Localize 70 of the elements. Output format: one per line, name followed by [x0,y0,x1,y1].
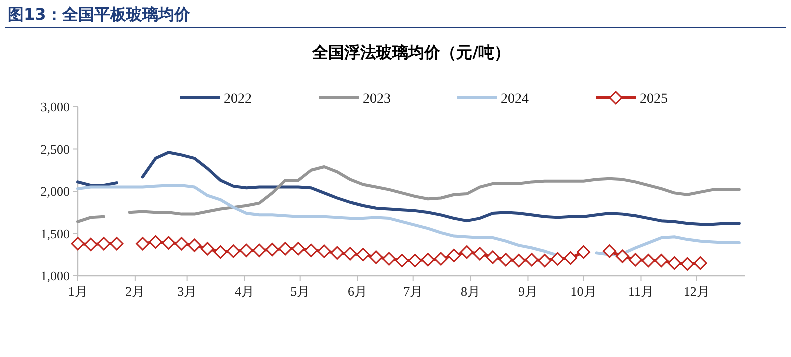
y-tick-label: 2,500 [40,142,70,157]
y-tick-label: 1,500 [40,226,70,242]
point [278,242,292,256]
point [642,254,656,268]
point [499,253,513,267]
point [512,254,526,268]
point [668,256,682,270]
x-tick-label: 10月 [570,284,597,299]
point [330,246,344,260]
x-tick-label: 12月 [684,284,710,299]
point [602,244,616,258]
point [71,237,85,251]
legend-label: 2024 [501,92,529,107]
point [577,246,591,260]
y-tick-label: 3,000 [40,100,70,114]
point [525,253,539,267]
x-tick-label: 5月 [290,284,310,299]
point [110,237,124,251]
point [408,254,422,268]
point [434,252,448,266]
chart-title: 图13：全国平板玻璃均价 [8,5,192,24]
point [162,236,176,250]
point [266,243,280,257]
y-tick-label: 2,000 [40,184,70,199]
legend-label: 2022 [224,92,252,107]
point [344,247,358,261]
point [136,237,150,251]
point [318,244,332,258]
chart-subtitle: 全国浮法玻璃均价（元/吨） [312,43,510,62]
x-tick-label: 4月 [235,284,254,299]
point [292,242,306,256]
x-tick-label: 11月 [628,284,654,299]
x-tick-label: 7月 [404,284,424,299]
x-tick-label: 2月 [126,284,146,299]
point [175,237,189,251]
point [149,235,163,249]
point [252,244,266,258]
point [460,246,474,260]
y-tick-label: 1,000 [40,268,70,284]
point [538,254,552,268]
x-tick-label: 3月 [178,284,198,299]
point [97,237,111,251]
legend-label: 2025 [640,92,668,107]
point [188,238,202,252]
point [240,244,254,258]
point [680,257,694,271]
point [694,256,708,270]
point [84,238,98,252]
point [382,252,396,266]
point [616,250,630,264]
point [421,253,435,267]
point [226,244,240,258]
x-tick-label: 8月 [461,284,481,299]
point [447,248,461,262]
point [486,250,500,264]
point [370,250,384,264]
point [395,254,409,268]
x-tick-label: 9月 [518,284,538,299]
point [214,246,228,260]
point [564,252,578,266]
x-tick-label: 1月 [68,284,88,299]
point [304,244,318,258]
point [473,247,487,261]
point [200,242,214,256]
legend-label: 2023 [363,92,391,107]
point [356,248,370,262]
point [628,253,642,267]
point [654,254,668,268]
point [551,252,565,266]
x-tick-label: 6月 [348,284,368,299]
